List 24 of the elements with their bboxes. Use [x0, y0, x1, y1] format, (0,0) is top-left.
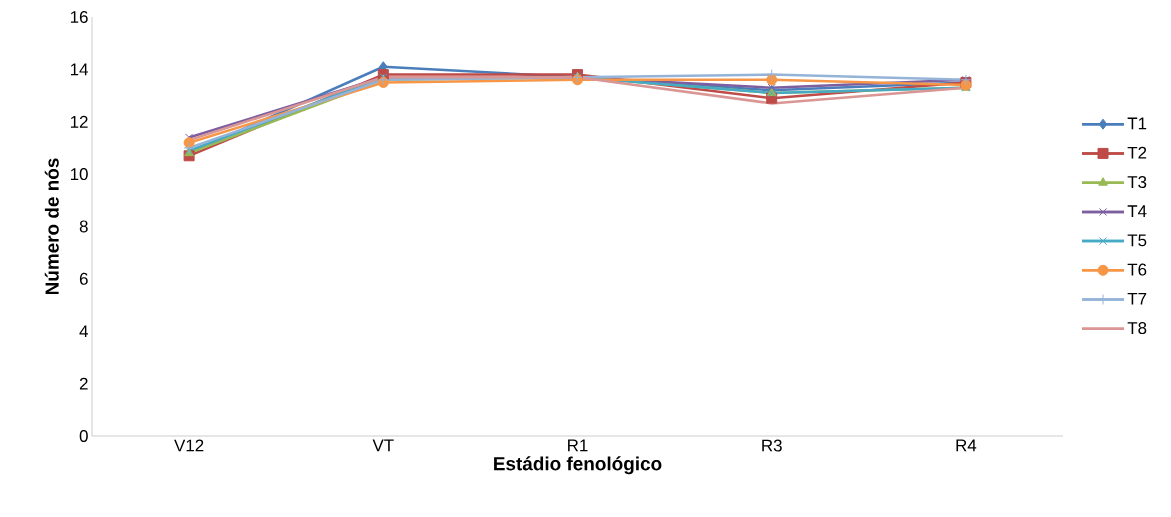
x-tick-label: R3: [762, 439, 782, 452]
y-tick-label: 16: [70, 11, 88, 23]
legend-label: T3: [1127, 176, 1147, 189]
legend-label: T5: [1127, 234, 1147, 247]
y-tick-label: 12: [70, 115, 88, 128]
legend-label: T6: [1127, 263, 1147, 276]
legend-label: T2: [1127, 146, 1147, 159]
y-tick-label: 8: [79, 220, 88, 233]
y-tick-label: 2: [79, 377, 88, 390]
x-tick-label: R1: [568, 439, 588, 452]
y-tick-label: 4: [79, 325, 88, 338]
x-tick-label: R4: [956, 439, 977, 452]
x-tick-label: V12: [174, 439, 204, 452]
legend-label: T4: [1127, 205, 1147, 218]
legend-label: T1: [1127, 117, 1147, 130]
y-tick-label: 10: [70, 168, 88, 181]
y-tick-label: 0: [79, 430, 88, 442]
x-tick-label: VT: [372, 439, 394, 452]
legend-label: T7: [1127, 292, 1147, 305]
y-axis-title: Número de nós: [44, 158, 59, 295]
x-axis-title: Estádio fenológico: [494, 456, 662, 475]
y-tick-label: 6: [79, 272, 88, 285]
y-tick-label: 14: [70, 63, 88, 76]
legend-label: T8: [1127, 322, 1147, 335]
